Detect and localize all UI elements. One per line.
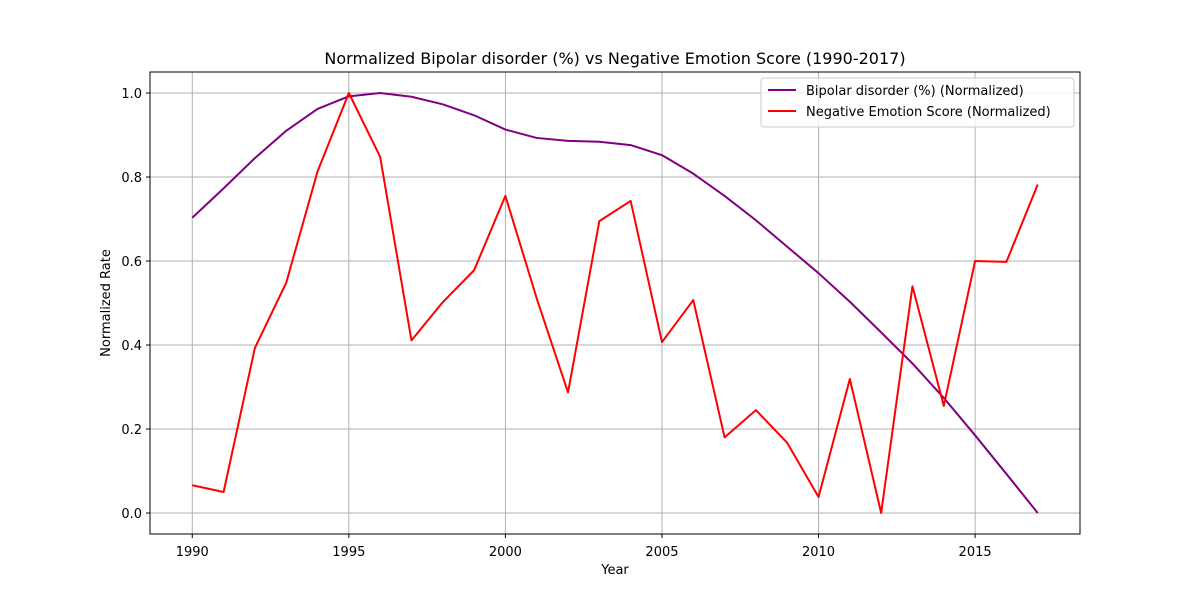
y-tick-label: 0.0 [121,507,142,522]
plot-area-frame [149,71,1081,535]
x-axis-label: Year [600,563,629,578]
legend-label-negative-emotion: Negative Emotion Score (Normalized) [806,105,1051,120]
y-axis-label: Normalized Rate [99,249,114,357]
x-tick-label: 2010 [802,545,835,560]
y-axis: 0.0 0.2 0.4 0.6 0.8 1.0 [121,87,150,522]
series-layer [191,92,1039,514]
x-axis: 1990 1995 2000 2005 2010 2015 [176,534,992,560]
y-tick-label: 0.4 [121,339,142,354]
y-tick-label: 1.0 [121,87,142,102]
chart-title: Normalized Bipolar disorder (%) vs Negat… [324,49,905,68]
y-tick-label: 0.8 [121,171,142,186]
legend: Bipolar disorder (%) (Normalized) Negati… [760,77,1075,128]
series-line-bipolar [191,92,1039,514]
legend-box [760,77,1075,128]
grid [150,72,1080,534]
legend-label-bipolar: Bipolar disorder (%) (Normalized) [806,84,1024,99]
y-tick-label: 0.2 [121,423,142,438]
x-tick-label: 2015 [959,545,992,560]
series-line-negative-emotion [192,92,1039,514]
x-tick-label: 2005 [645,545,678,560]
x-tick-label: 1995 [332,545,365,560]
y-tick-label: 0.6 [121,255,142,270]
x-tick-label: 2000 [489,545,522,560]
x-tick-label: 1990 [176,545,209,560]
